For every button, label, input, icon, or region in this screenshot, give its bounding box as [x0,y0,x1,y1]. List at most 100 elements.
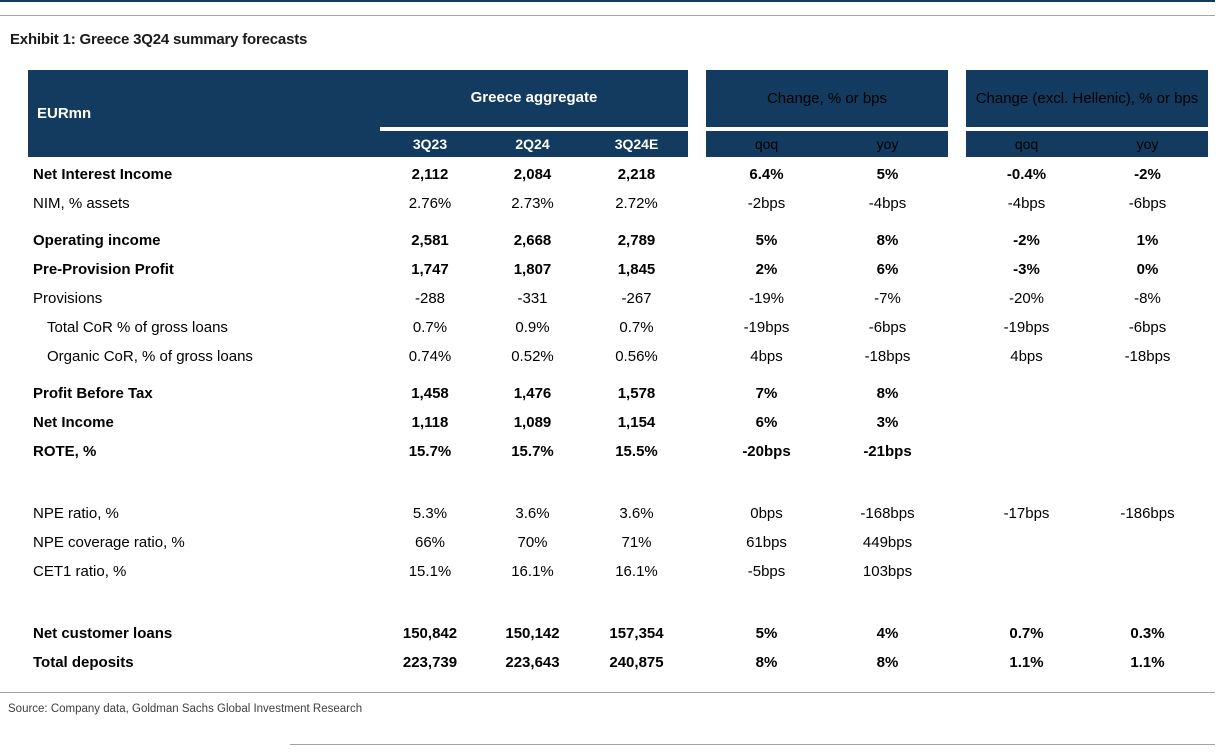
cell-value: 8% [876,232,899,249]
cell-value: 1,747 [411,261,449,278]
cell-value: -20% [1008,290,1045,307]
column-header-3q23: 3Q23 [412,136,448,152]
row-label: CET1 ratio, % [33,563,127,580]
group-title-change-excl-hellenic: Change (excl. Hellenic), % or bps [966,70,1208,127]
table-row: Net Interest Income 2,112 2,084 2,218 6.4% 5%… [28,160,1208,189]
top-accent-line [0,0,1215,2]
cell-value: 8% [755,654,778,671]
cell-value: 3.6% [515,505,550,522]
group-gap [28,218,1208,226]
cell-value: -6bps [1128,319,1167,336]
cell-value: -6bps [1128,195,1167,212]
column-header-3q24e: 3Q24E [614,136,659,152]
source-divider-line [0,692,1215,693]
column-header-2q24: 2Q24 [515,136,550,152]
source-note: Source: Company data, Goldman Sachs Glob… [8,703,363,715]
cell-value: 0.74% [408,348,452,365]
cell-value: -7% [874,290,901,307]
cell-value: 0.9% [515,319,550,336]
cell-value: 0.52% [511,348,554,365]
table-row: Organic CoR, % of gross loans 0.74% 0.52% 0… [28,342,1208,371]
cell-value: 5% [876,166,899,183]
cell-value: 8% [876,654,899,671]
row-label: NIM, % assets [33,195,130,212]
cell-value: 0.7% [619,319,654,336]
bottom-divider-line [290,744,1215,745]
units-label: EURmn [37,105,92,122]
table-row: Net Income 1,118 1,089 1,154 6% 3% [28,408,1208,437]
row-label: Net customer loans [33,625,173,642]
table-row: Profit Before Tax 1,458 1,476 1,578 7% 8% [28,379,1208,408]
cell-value: 2,581 [411,232,449,249]
cell-value: 2.73% [511,195,554,212]
cell-value: 2.76% [408,195,452,212]
cell-value: 223,643 [505,654,560,671]
cell-value: 1,118 [411,414,449,431]
cell-value: -20bps [742,443,791,460]
column-header-yoy: yoy [827,131,948,157]
cell-value: -3% [1013,261,1040,278]
row-label: Pre-Provision Profit [33,261,174,278]
cell-value: -6bps [868,319,907,336]
cell-value: -5bps [747,563,786,580]
table-row: Total CoR % of gross loans 0.7% 0.9% 0.7% -1… [28,313,1208,342]
exhibit-title: Exhibit 1: Greece 3Q24 summary forecasts [10,31,308,48]
cell-value: 5% [755,232,778,249]
cell-value: 16.1% [511,563,554,580]
cell-value: 0bps [750,505,783,522]
cell-value: -17bps [1003,505,1050,522]
cell-value: -4bps [1007,195,1046,212]
cell-value: 157,354 [609,625,664,642]
cell-value: 0.7% [1009,625,1044,642]
cell-value: 150,142 [505,625,560,642]
cell-value: 16.1% [615,563,658,580]
column-header-qoq: qoq [706,131,827,157]
cell-value: 2,789 [617,232,656,249]
row-label: ROTE, % [33,443,97,460]
cell-value: 1,578 [617,385,656,402]
header-block-greece-aggregate: EURmn Greece aggregate 3Q23 2Q24 3Q24E [28,70,688,157]
cell-value: 70% [517,534,548,551]
cell-value: 2,668 [513,232,552,249]
cell-value: 1.1% [1130,654,1165,671]
cell-value: 71% [621,534,652,551]
cell-value: -267 [621,290,652,307]
cell-value: 1,476 [513,385,552,402]
cell-value: -19bps [1003,319,1050,336]
cell-value: -2% [1134,166,1161,183]
cell-value: 15.7% [408,443,452,460]
cell-value: 4bps [750,348,783,365]
cell-value: 66% [414,534,446,551]
cell-value: 1,807 [513,261,552,278]
cell-value: 6.4% [749,166,784,183]
cell-value: -2% [1013,232,1040,249]
cell-value: 449bps [862,534,913,551]
table-row: Net customer loans 150,842 150,142 157,354 5… [28,619,1208,648]
cell-value: 2% [755,261,778,278]
cell-value: -0.4% [1006,166,1047,183]
cell-value: 0.7% [412,319,448,336]
table-row: Provisions -288 -331 -267 -19% -7% -20% -8% [28,284,1208,313]
row-label: Organic CoR, % of gross loans [47,348,253,365]
cell-value: -8% [1134,290,1161,307]
table-row: NPE coverage ratio, % 66% 70% 71% 61bps 449bp… [28,528,1208,557]
blank-row [28,586,1208,619]
blank-row [28,466,1208,499]
cell-value: 2,218 [617,166,656,183]
cell-value: 2,084 [513,166,552,183]
table-row: NPE ratio, % 5.3% 3.6% 3.6% 0bps -168bps -17bp… [28,499,1208,528]
cell-value: 6% [755,414,778,431]
table-row: ROTE, % 15.7% 15.7% 15.5% -20bps -21bps [28,437,1208,466]
cell-value: 0.56% [615,348,658,365]
cell-value: 223,739 [402,654,458,671]
cell-value: 3% [876,414,899,431]
cell-value: 4% [876,625,899,642]
cell-value: 3.6% [619,505,654,522]
group-title-change: Change, % or bps [706,70,948,127]
table-row: NIM, % assets 2.76% 2.73% 2.72% -2bps -4bps -4… [28,189,1208,218]
table-row: Total deposits 223,739 223,643 240,875 8% 8% 1… [28,648,1208,677]
cell-value: 4bps [1010,348,1043,365]
cell-value: 1,458 [411,385,449,402]
cell-value: 15.7% [511,443,554,460]
cell-value: 61bps [746,534,787,551]
